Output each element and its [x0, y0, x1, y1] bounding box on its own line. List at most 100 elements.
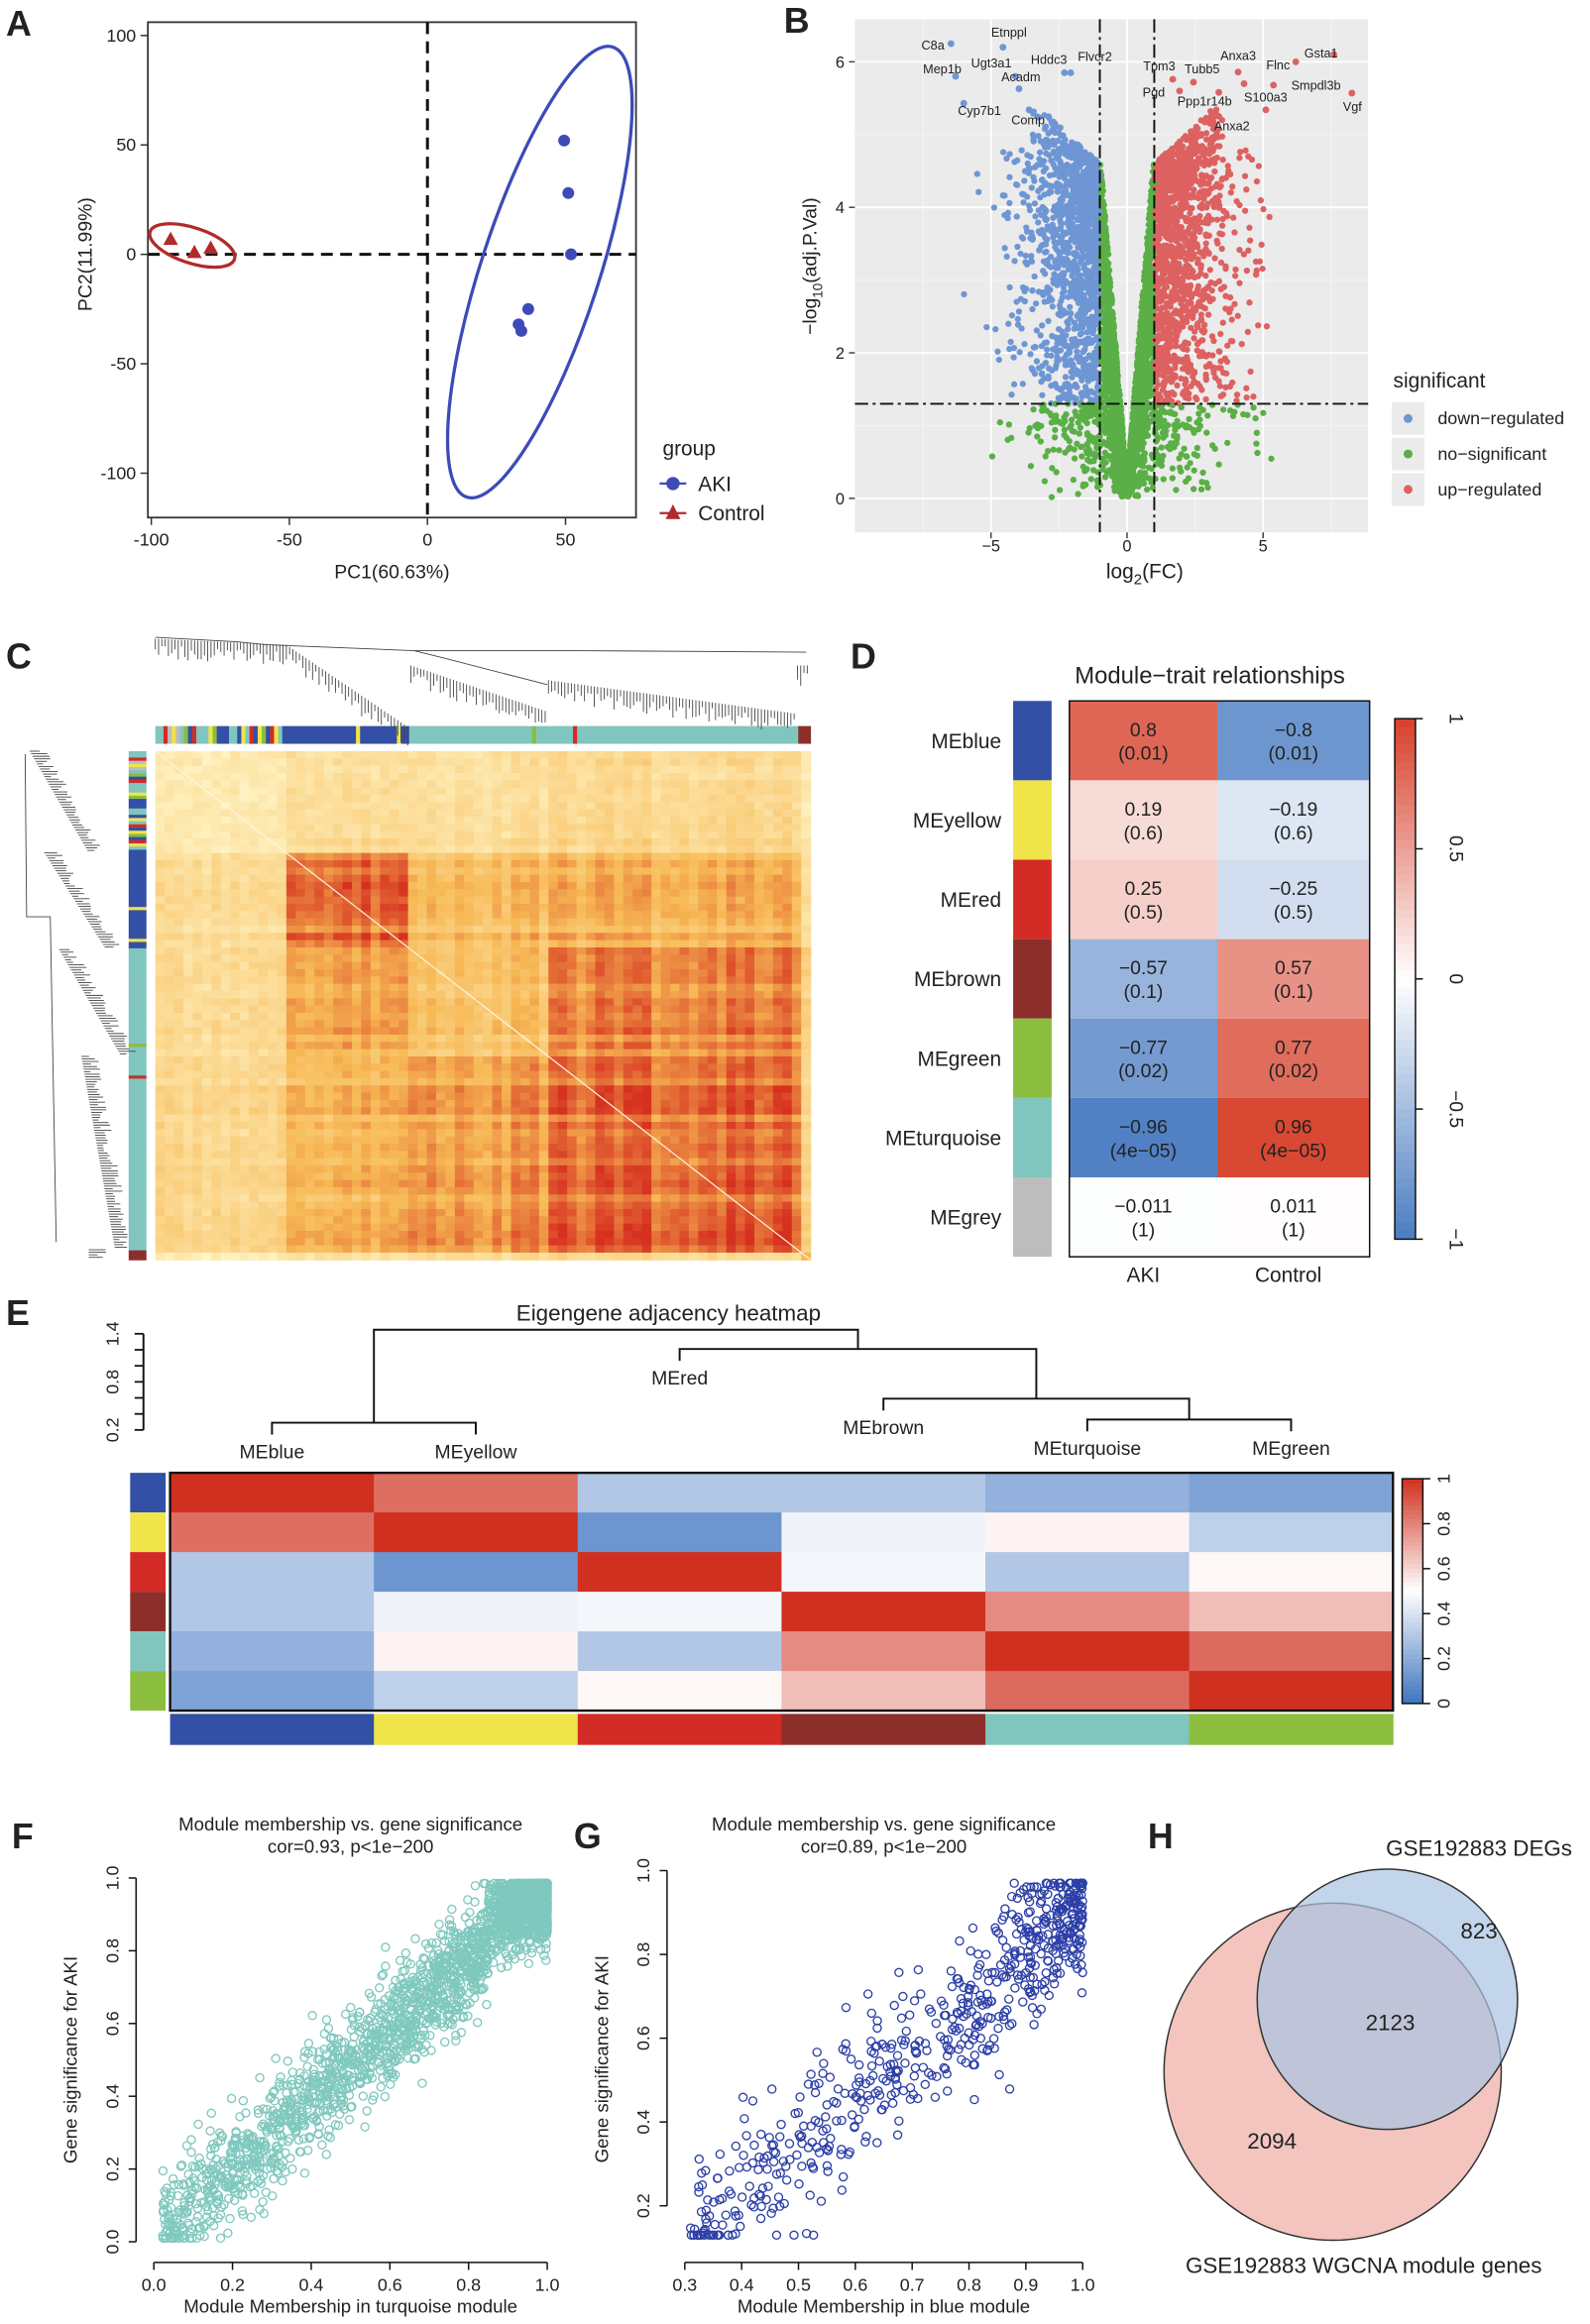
volcano-point	[1014, 243, 1021, 251]
volcano-point	[1193, 341, 1201, 348]
volcano-point	[1067, 164, 1074, 170]
volcano-point	[1222, 174, 1229, 181]
volcano-point	[973, 170, 980, 177]
volcano-point	[1004, 436, 1011, 443]
volcano-point	[1038, 343, 1046, 350]
panel-label-d: D	[851, 636, 876, 676]
volcano-point	[1141, 322, 1148, 329]
volcano-point	[990, 204, 998, 211]
volcano-point	[1065, 212, 1072, 219]
volcano-point	[1224, 342, 1231, 349]
volcano-point	[1174, 435, 1181, 442]
volcano-point	[1048, 419, 1055, 426]
volcano-point	[1005, 421, 1013, 428]
volcano-point	[1021, 341, 1028, 348]
volcano-point	[1236, 155, 1243, 162]
volcano-point	[1222, 305, 1229, 312]
volcano-point	[1176, 183, 1183, 191]
volcano-point	[1051, 171, 1058, 178]
volcano-point	[1179, 193, 1186, 201]
volcano-point	[1042, 453, 1049, 460]
volcano-point	[1089, 450, 1096, 457]
volcano-point	[1201, 327, 1208, 334]
volcano-point	[1259, 266, 1266, 273]
volcano-point	[1220, 283, 1228, 290]
volcano-point	[1011, 159, 1018, 166]
volcano-point	[1107, 346, 1114, 353]
volcano-point	[1033, 358, 1041, 365]
volcano-point	[1204, 412, 1211, 419]
volcano-point	[1178, 403, 1185, 411]
volcano-point	[1030, 344, 1038, 351]
volcano-point	[1079, 246, 1086, 254]
volcano-point	[1072, 408, 1079, 415]
volcano-point	[1260, 205, 1267, 213]
volcano-point	[1017, 295, 1025, 302]
volcano-point	[1066, 389, 1074, 396]
volcano-point	[1145, 313, 1152, 321]
volcano-point	[1217, 259, 1225, 267]
volcano-point	[1183, 256, 1190, 264]
volcano-point	[1179, 244, 1186, 251]
volcano-point	[1084, 289, 1092, 296]
volcano-point	[1219, 319, 1226, 326]
volcano-point	[1042, 234, 1049, 242]
volcano-point	[1185, 475, 1192, 482]
volcano-point	[1202, 273, 1209, 279]
volcano-point	[1156, 420, 1163, 427]
volcano-point	[1118, 493, 1126, 500]
x-tick-label: -100	[134, 530, 170, 550]
volcano-point	[1090, 288, 1097, 296]
volcano-point	[1016, 349, 1023, 356]
volcano-point	[1077, 424, 1084, 431]
volcano-point	[1079, 348, 1086, 356]
volcano-point	[1183, 378, 1190, 386]
volcano-point	[1253, 177, 1261, 185]
volcano-point	[1173, 236, 1180, 243]
volcano-point	[1069, 273, 1076, 279]
volcano-point	[1074, 353, 1080, 361]
volcano-point	[1192, 171, 1198, 179]
aki-point	[521, 302, 534, 315]
volcano-point	[1068, 421, 1075, 429]
volcano-point	[1062, 171, 1069, 178]
volcano-point	[1260, 409, 1267, 416]
volcano-point	[1109, 315, 1117, 322]
volcano-point	[1080, 153, 1087, 161]
volcano-point	[1100, 336, 1107, 343]
volcano-point	[1035, 219, 1042, 226]
volcano-point	[1186, 288, 1193, 295]
volcano-point	[1192, 394, 1199, 401]
volcano-point	[1090, 200, 1098, 208]
volcano-point	[1207, 185, 1215, 192]
volcano-point	[1010, 381, 1018, 387]
volcano-point	[1063, 411, 1070, 418]
volcano-point	[1086, 339, 1093, 346]
volcano-point	[1074, 348, 1080, 355]
volcano-point	[1257, 197, 1265, 204]
volcano-point	[1027, 351, 1034, 358]
volcano-point	[1196, 226, 1203, 233]
volcano-point	[1067, 383, 1074, 390]
volcano-point	[1254, 449, 1261, 457]
volcano-point	[1079, 481, 1087, 489]
volcano-point	[1030, 136, 1037, 143]
volcano-point	[1144, 263, 1152, 270]
volcano-point	[1075, 290, 1081, 297]
volcano-point	[1112, 353, 1119, 360]
volcano-point	[1087, 294, 1094, 301]
legend-aki-marker	[666, 477, 680, 491]
y-tick-label: 0	[836, 491, 845, 508]
volcano-point	[1246, 224, 1253, 231]
volcano-point	[1184, 464, 1191, 471]
volcano-point	[1069, 416, 1076, 423]
volcano-point	[1074, 440, 1080, 447]
volcano-point	[1028, 229, 1035, 236]
volcano-point	[1048, 367, 1056, 374]
volcano-point	[1075, 491, 1081, 498]
volcano-point	[1191, 335, 1197, 342]
volcano-point	[1040, 268, 1047, 275]
volcano-point	[1200, 322, 1207, 329]
volcano-point	[1247, 368, 1254, 376]
volcano-point	[1022, 252, 1029, 260]
